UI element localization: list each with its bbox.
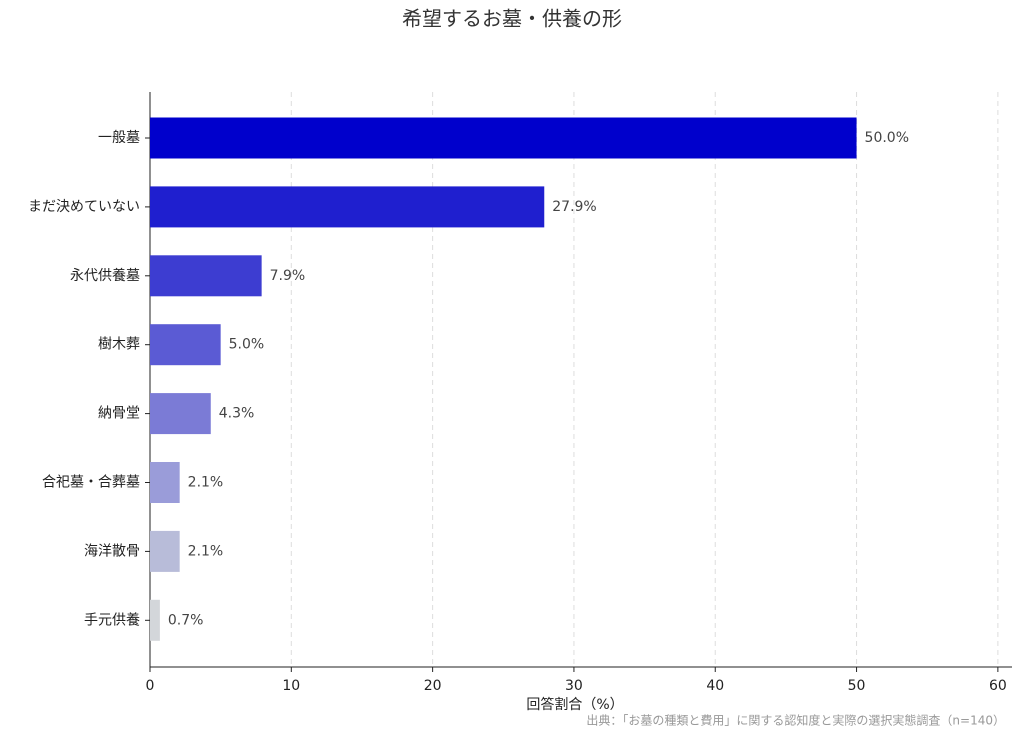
- x-tick-label: 10: [282, 678, 300, 694]
- y-tick-label: 一般墓: [98, 130, 140, 146]
- y-tick-label: 海洋散骨: [84, 543, 140, 559]
- bar: [150, 117, 857, 159]
- bar: [150, 599, 160, 641]
- value-label: 2.1%: [188, 475, 224, 491]
- y-tick-label: 永代供養墓: [70, 267, 140, 284]
- value-label: 50.0%: [865, 130, 909, 146]
- y-tick-label: 合祀墓・合葬墓: [42, 475, 140, 491]
- y-tick-label: まだ決めていない: [28, 199, 140, 215]
- y-tick-label: 納骨堂: [98, 406, 140, 422]
- value-label: 5.0%: [229, 337, 265, 353]
- x-tick-label: 50: [848, 678, 866, 694]
- x-tick-label: 30: [565, 678, 583, 694]
- bar: [150, 393, 211, 435]
- bar: [150, 186, 545, 228]
- x-tick-label: 40: [706, 678, 724, 694]
- y-tick-label: 手元供養: [84, 611, 140, 628]
- x-tick-label: 0: [146, 678, 155, 694]
- chart-title: 希望するお墓・供養の形: [402, 7, 622, 31]
- bar: [150, 530, 180, 572]
- source-note: 出典：「お墓の種類と費用」に関する認知度と実際の選択実態調査（n=140）: [586, 713, 1005, 728]
- value-label: 2.1%: [188, 543, 224, 559]
- x-axis-label: 回答割合（%）: [526, 696, 623, 713]
- bar: [150, 462, 180, 503]
- bar: [150, 324, 221, 366]
- y-tick-label: 樹木葬: [98, 337, 140, 353]
- value-label: 7.9%: [270, 268, 306, 284]
- value-label: 4.3%: [219, 406, 255, 422]
- value-label: 0.7%: [168, 612, 204, 628]
- x-tick-label: 60: [989, 678, 1007, 694]
- x-tick-label: 20: [424, 678, 442, 694]
- value-label: 27.9%: [552, 199, 596, 215]
- bar: [150, 255, 262, 297]
